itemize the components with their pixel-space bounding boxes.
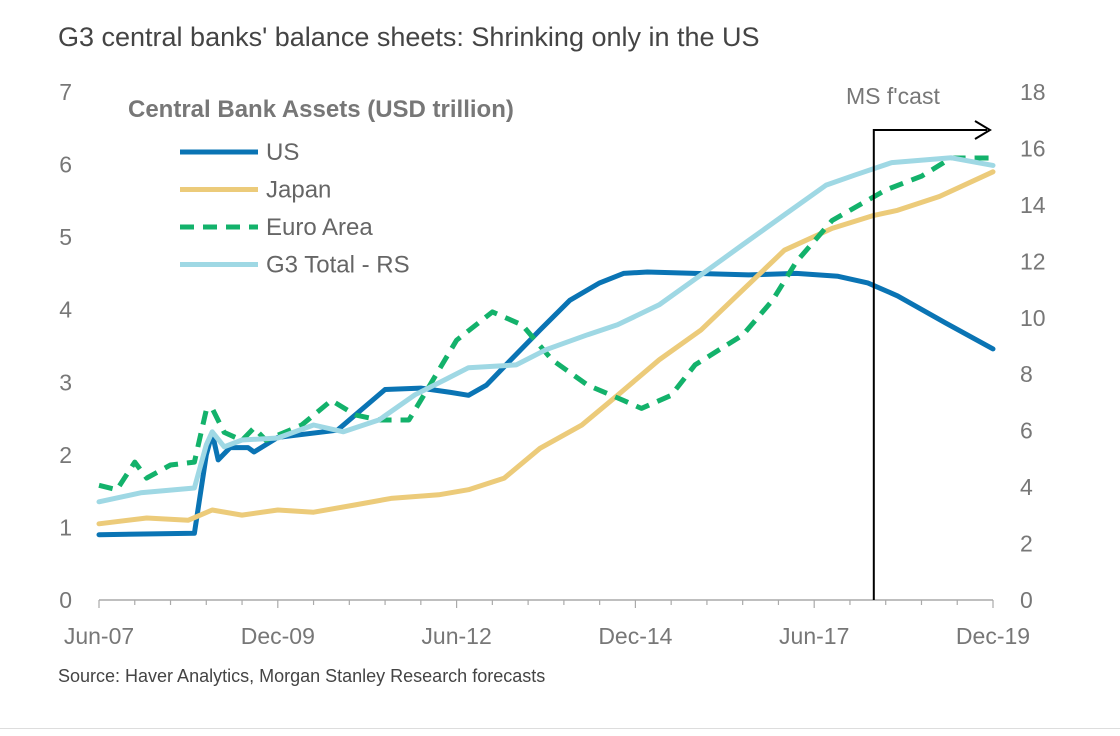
forecast-arrow-icon xyxy=(974,120,992,140)
y-left-tick-label: 7 xyxy=(59,79,72,105)
y-right-tick-label: 10 xyxy=(1020,305,1046,331)
source-note: Source: Haver Analytics, Morgan Stanley … xyxy=(58,666,546,686)
legend-title: Central Bank Assets (USD trillion) xyxy=(128,96,514,123)
legend-label: Japan xyxy=(266,177,331,204)
y-right-tick-label: 16 xyxy=(1020,135,1046,161)
x-tick-label: Jun-07 xyxy=(64,623,134,649)
y-left-tick-label: 5 xyxy=(59,224,72,250)
series-line-g3-total-rs xyxy=(96,155,996,505)
y-right-tick-label: 4 xyxy=(1020,474,1033,500)
chart-title: G3 central banks' balance sheets: Shrink… xyxy=(58,22,760,52)
y-right-tick-label: 14 xyxy=(1020,192,1046,218)
y-right-tick-label: 18 xyxy=(1020,79,1046,105)
forecast-label: MS f'cast xyxy=(846,83,940,109)
x-tick-label: Jun-12 xyxy=(421,623,491,649)
y-right-tick-label: 2 xyxy=(1020,531,1033,557)
legend-label: Euro Area xyxy=(266,214,373,241)
y-left-tick-label: 1 xyxy=(59,514,72,540)
series-line-euro-area xyxy=(98,155,993,493)
y-right-tick-label: 0 xyxy=(1020,587,1033,613)
y-right-tick-label: 8 xyxy=(1020,361,1033,387)
forecast-marker-line xyxy=(872,129,987,600)
y-left-tick-label: 4 xyxy=(59,297,72,323)
series-line-us xyxy=(96,269,996,538)
legend-label: G3 Total - RS xyxy=(266,252,410,279)
y-right-tick-label: 12 xyxy=(1020,248,1046,274)
y-right-tick-label: 6 xyxy=(1020,418,1033,444)
y-left-tick-label: 0 xyxy=(59,587,72,613)
legend-label: US xyxy=(266,139,299,166)
y-left-tick-label: 3 xyxy=(59,369,72,395)
y-left-tick-label: 6 xyxy=(59,152,72,178)
x-tick-label: Jun-17 xyxy=(779,623,849,649)
x-tick-label: Dec-19 xyxy=(956,623,1030,649)
divider xyxy=(0,728,1120,729)
x-tick-label: Dec-14 xyxy=(598,623,672,649)
x-tick-label: Dec-09 xyxy=(241,623,315,649)
series-line-japan xyxy=(96,169,996,527)
y-left-tick-label: 2 xyxy=(59,442,72,468)
